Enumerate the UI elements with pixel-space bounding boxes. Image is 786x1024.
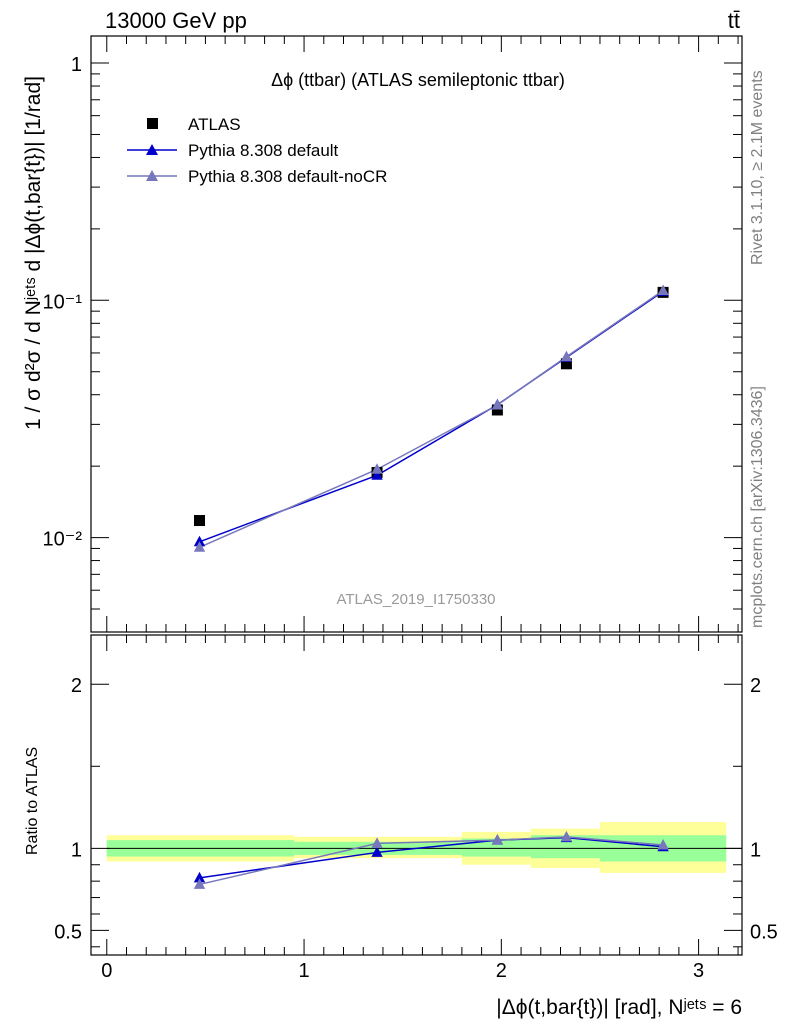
main-plot-frame — [90, 35, 743, 633]
main-title: Δϕ (ttbar) (ATLAS semileptonic ttbar) — [271, 70, 565, 90]
legend-label-default: Pythia 8.308 default — [188, 141, 339, 160]
mc-point-2 — [657, 284, 669, 295]
mc-point-1 — [371, 469, 383, 480]
analysis-watermark: ATLAS_2019_I1750330 — [336, 591, 495, 608]
header-energy-label: 13000 GeV pp — [105, 8, 247, 33]
ratio-point-1 — [491, 834, 504, 845]
ratio-ytick-right-1: 1 — [750, 839, 761, 861]
legend-marker-atlas — [147, 118, 158, 129]
ratio-band-inner — [530, 835, 600, 859]
mc-point-1 — [193, 535, 206, 547]
xtick-label-1: 1 — [298, 960, 309, 982]
ratio-ytick-right-2: 2 — [750, 675, 761, 697]
atlas-data-point — [560, 358, 572, 370]
ratio-point-1 — [193, 878, 206, 889]
legend-label-atlas: ATLAS — [188, 115, 241, 134]
header-process-label: tt̄ — [728, 8, 740, 33]
xtick-label-2: 2 — [496, 960, 507, 982]
ratio-y-axis-label: Ratio to ATLAS — [24, 747, 41, 855]
ratio-ytick-left-1: 1 — [71, 839, 82, 861]
ratio-point-0 — [371, 846, 383, 857]
mc-point-2 — [193, 541, 206, 552]
legend: ATLAS Pythia 8.308 default Pythia 8.308 … — [127, 115, 387, 186]
rivet-version-label: Rivet 3.1.10, ≥ 2.1M events — [749, 70, 766, 265]
mc-point-2 — [371, 463, 383, 474]
ratio-ytick-left-0.5: 0.5 — [54, 921, 82, 943]
main-ytick-label-1: 10⁻¹ — [43, 291, 83, 313]
legend-label-nocr: Pythia 8.308 default-noCR — [188, 167, 387, 186]
legend-marker-default — [146, 144, 158, 155]
ratio-bands — [106, 822, 727, 873]
ratio-plot-frame — [90, 634, 743, 956]
x-axis-label: |Δϕ(t,bar{t})| [rad], Nʲᵉᵗˢ = 6 — [496, 996, 742, 1019]
main-y-axis-label: 1 / σ d²σ / d Nʲᵉᵗˢ d |Δϕ(t,bar{t})| [1/… — [22, 76, 45, 430]
ratio-point-1 — [371, 837, 383, 848]
main-series-line-2 — [199, 289, 664, 548]
main-panel: 10⁻² 10⁻¹ 1 1 / σ d²σ / d Nʲᵉᵗˢ d |Δϕ(t,… — [22, 35, 743, 633]
mc-point-2 — [491, 399, 504, 410]
main-ytick-label-2: 1 — [71, 54, 82, 76]
xtick-label-0: 0 — [101, 960, 112, 982]
ratio-ticks — [91, 635, 742, 955]
ratio-point-1 — [657, 839, 669, 850]
ratio-panel: 0.5 1 2 0.5 1 2 0 1 2 3 Ratio to ATLAS |… — [24, 634, 778, 1019]
ratio-band-inner — [461, 838, 531, 857]
ratio-ytick-left-2: 2 — [71, 675, 82, 697]
mc-point-2 — [560, 350, 573, 362]
atlas-data-point — [194, 515, 205, 527]
atlas-data-point — [491, 404, 503, 416]
ratio-series — [193, 830, 669, 889]
main-series — [193, 284, 669, 552]
ratio-ytick-right-0.5: 0.5 — [750, 921, 778, 943]
main-ticks — [91, 36, 742, 633]
legend-marker-nocr — [146, 170, 158, 181]
main-ytick-label-0: 10⁻² — [43, 529, 83, 551]
ratio-point-0 — [193, 871, 206, 883]
xtick-label-3: 3 — [693, 960, 704, 982]
main-series-line-1 — [199, 290, 664, 543]
ratio-point-1 — [560, 830, 573, 842]
mcplots-label: mcplots.cern.ch [arXiv:1306.3436] — [749, 386, 766, 628]
